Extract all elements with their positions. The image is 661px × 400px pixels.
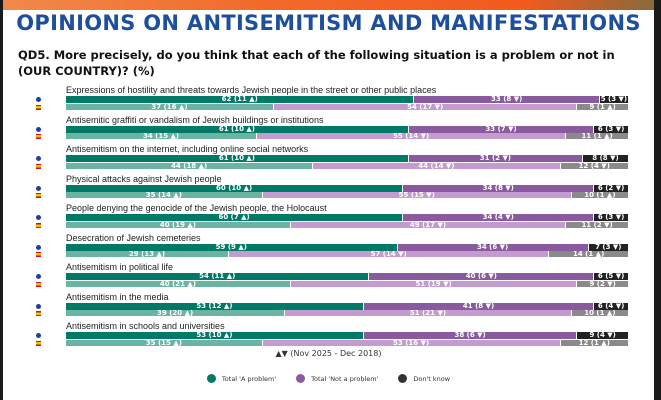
eu-bar-segment-a-problem: 60 (7 ▲) [66,214,403,221]
eu-bar-segment-not-a-problem: 34 (8 ▼) [403,184,594,192]
legend-swatch [206,374,216,383]
eu-bar-segment-dont-know: 6 (4 ▼) [594,302,628,310]
eu-bar-segment-a-problem: 54 (11 ▲) [66,273,369,280]
spain-flag-icon [36,104,41,110]
country-bar-segment-a-problem: 39 (20 ▲) [66,310,285,316]
category-label: Antisemitism in schools and universities [66,321,225,331]
legend-label: Don't know [413,374,451,383]
country-bar-segment-a-problem: 37 (16 ▲) [66,103,273,110]
eu-bar-segment-not-a-problem: 41 (8 ▼) [363,302,594,310]
eu-blue-dot-icon [36,244,41,250]
eu-bar-segment-dont-know: 7 (3 ▼) [588,243,628,251]
country-bar-segment-a-problem: 34 (15 ▲) [66,133,257,139]
spain-flag-icon [36,281,41,287]
header-band [3,0,654,10]
eu-bar-segment-not-a-problem: 38 (6 ▼) [363,332,577,339]
eu-blue-dot-icon [36,215,41,220]
category-label: Physical attacks against Jewish people [66,173,222,184]
eu-bar-segment-not-a-problem: 40 (6 ▼) [369,273,594,280]
eu-bar-segment-a-problem: 53 (12 ▲) [66,302,363,310]
slide: OPINIONS ON ANTISEMITISM AND MANIFESTATI… [3,0,654,400]
eu-blue-dot-icon [36,274,41,279]
country-bar-segment-a-problem: 29 (13 ▲) [66,251,228,257]
eu-bar-segment-dont-know: 6 (5 ▼) [594,273,628,280]
eu-bar-segment-dont-know: 8 (8 ▼) [583,155,628,162]
country-bar-segment-a-problem: 35 (15 ▲) [66,339,262,346]
eu-blue-dot-icon [36,185,41,191]
legend-swatch [398,374,408,383]
eu-bar-segment-a-problem: 62 (11 ▲) [66,96,414,103]
spain-flag-icon [36,193,41,198]
category-label: People denying the genocide of the Jewis… [66,203,327,213]
country-bar-segment-not-a-problem: 44 (14 ▼) [313,162,560,169]
spain-flag-icon [36,222,41,228]
eu-bar-segment-a-problem: 59 (9 ▲) [66,243,397,251]
country-bar-segment-dont-know: 9 (2 ▼) [577,280,628,287]
eu-bar-segment-dont-know: 9 (4 ▼) [577,332,628,339]
country-bar-segment-dont-know: 10 (1 ▲) [571,310,628,316]
eu-bar-segment-a-problem: 53 (10 ▲) [66,332,363,339]
eu-blue-dot-icon [36,126,41,132]
country-bar-segment-not-a-problem: 51 (19 ▼) [290,280,577,287]
eu-bar-segment-dont-know: 6 (3 ▼) [594,214,628,221]
question-text: QD5. More precisely, do you think that e… [18,48,615,78]
eu-blue-dot-icon [36,97,41,102]
spain-flag-icon [36,163,41,169]
eu-bar-segment-not-a-problem: 34 (4 ▼) [403,214,594,221]
eu-bar-segment-a-problem: 60 (10 ▲) [66,184,403,192]
spain-flag-icon [36,252,41,257]
eu-blue-dot-icon [36,303,41,309]
category-label: Antisemitism in the media [66,291,169,302]
country-bar-segment-dont-know: 9 (1 ▲) [577,103,628,110]
eu-bar-segment-not-a-problem: 34 (6 ▼) [397,243,588,251]
category-label: Antisemitism in political life [66,262,174,272]
eu-bar-segment-not-a-problem: 33 (7 ▼) [408,125,594,133]
eu-blue-dot-icon [36,156,41,161]
country-bar-segment-dont-know: 10 (1 ▲) [571,192,628,198]
legend-item-dont-know: Don't know [398,374,450,383]
category-label: Desecration of Jewish cemeteries [66,232,201,243]
trend-note: ▲▼ (Nov 2025 - Dec 2018) [275,349,382,358]
eu-blue-dot-icon [36,333,41,338]
eu-bar-segment-dont-know: 6 (2 ▼) [594,184,628,192]
country-bar-segment-dont-know: 11 (1 ▲) [566,133,628,139]
spain-flag-icon [36,340,41,346]
eu-bar-segment-dont-know: 5 (3 ▼) [599,96,628,103]
country-bar-segment-not-a-problem: 51 (21 ▼) [285,310,571,316]
legend-label: Total 'Not a problem' [311,374,379,383]
category-label: Antisemitism on the internet, including … [66,144,309,154]
eu-bar-segment-not-a-problem: 31 (2 ▼) [408,155,583,162]
eu-bar-segment-not-a-problem: 33 (8 ▼) [414,96,599,103]
legend-swatch [296,374,306,383]
country-bar-segment-a-problem: 40 (21 ▲) [66,280,290,287]
category-label: Antisemitic graffiti or vandalism of Jew… [66,114,324,125]
country-bar-segment-dont-know: 12 (4 ▼) [560,162,628,169]
legend-item-a-problem: Total 'A problem' [206,374,277,383]
legend-label: Total 'A problem' [221,374,277,383]
country-bar-segment-not-a-problem: 55 (15 ▼) [262,192,571,198]
legend: Total 'A problem' Total 'Not a problem' … [3,374,654,383]
country-bar-segment-dont-know: 12 (1 ▲) [560,339,628,346]
country-bar-segment-dont-know: 14 (1 ▲) [549,251,628,257]
country-bar-segment-dont-know: 11 (2 ▼) [566,221,628,228]
country-bar-segment-not-a-problem: 53 (16 ▼) [262,339,560,346]
country-bar-segment-a-problem: 44 (18 ▲) [66,162,313,169]
eu-bar-segment-a-problem: 61 (10 ▲) [66,125,408,133]
spain-flag-icon [36,134,41,139]
country-bar-segment-a-problem: 35 (14 ▲) [66,192,262,198]
spain-flag-icon [36,311,41,316]
country-bar-segment-a-problem: 40 (19 ▲) [66,221,290,228]
country-bar-segment-not-a-problem: 57 (14 ▼) [228,251,549,257]
eu-bar-segment-a-problem: 61 (10 ▲) [66,155,408,162]
eu-bar-segment-dont-know: 6 (3 ▼) [594,125,628,133]
page-title: OPINIONS ON ANTISEMITISM AND MANIFESTATI… [16,11,641,35]
country-bar-segment-not-a-problem: 55 (14 ▼) [257,133,566,139]
category-label: Expressions of hostility and threats tow… [66,85,437,95]
legend-item-not-a-problem: Total 'Not a problem' [296,374,378,383]
country-bar-segment-not-a-problem: 49 (17 ▼) [290,221,566,228]
country-bar-segment-not-a-problem: 54 (17 ▼) [273,103,577,110]
